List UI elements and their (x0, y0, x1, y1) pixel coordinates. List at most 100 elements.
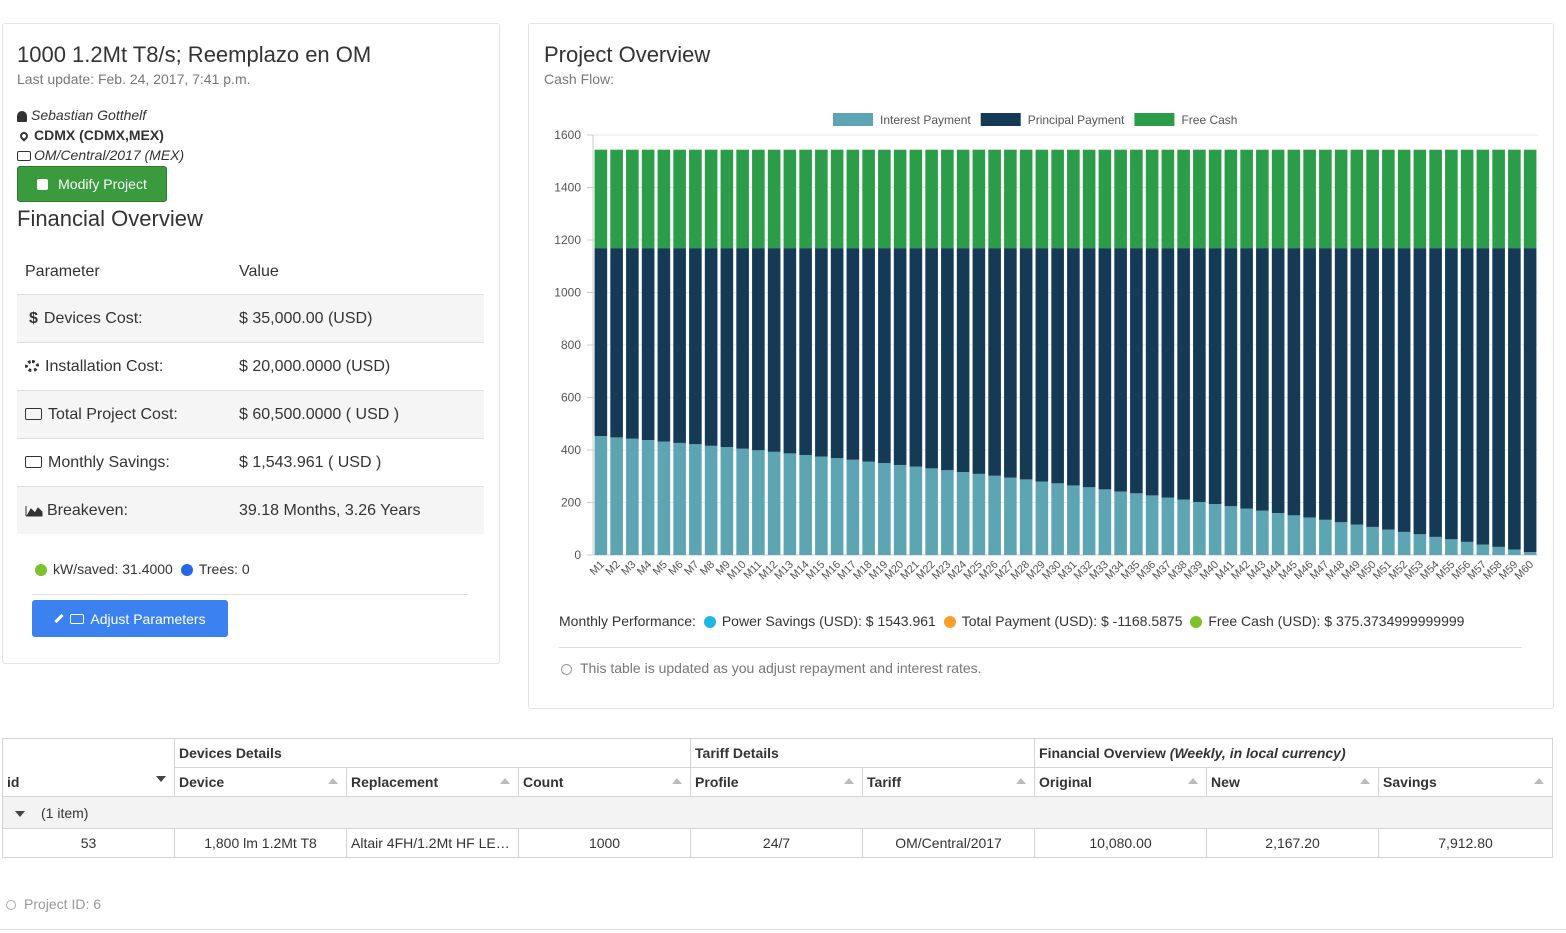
bar-segment (736, 448, 749, 555)
cash-flow-chart: 02004006008001000120014001600M1M2M3M4M5M… (554, 113, 1538, 582)
user: Sebastian Gotthelf (31, 107, 147, 123)
bar-segment (767, 248, 781, 452)
bar-segment (1256, 248, 1269, 511)
column-label: Savings (1383, 774, 1437, 790)
bar-segment (1019, 479, 1033, 555)
bar-segment (1366, 149, 1379, 249)
bar-segment (626, 149, 639, 249)
bar-segment (1145, 149, 1159, 249)
bar-segment (594, 248, 608, 437)
column-header[interactable]: Savings (1378, 767, 1553, 797)
column-header[interactable]: Original (1034, 767, 1208, 797)
overview-title: Project Overview (544, 42, 711, 67)
location: CDMX (CDMX,MEX) (34, 127, 164, 143)
bar-segment (1476, 248, 1490, 545)
column-header[interactable]: Profile (690, 767, 864, 797)
bar-segment (972, 248, 986, 474)
bar-segment (752, 248, 765, 451)
divider (32, 594, 468, 595)
column-label: Original (1039, 774, 1092, 790)
bar-segment (1130, 248, 1143, 494)
y-tick-label: 1200 (554, 233, 581, 247)
y-tick-label: 800 (561, 338, 581, 352)
bar-segment (1098, 489, 1112, 555)
bar-segment (1161, 149, 1175, 249)
bar-segment (1413, 248, 1427, 535)
group-row[interactable]: (1 item) (2, 796, 1553, 829)
bar-segment (1397, 531, 1411, 555)
bar-segment (846, 459, 860, 555)
bar-segment (1460, 248, 1474, 542)
legend-swatch (980, 113, 1021, 126)
y-tick-label: 1000 (554, 286, 581, 300)
bar-segment (1004, 477, 1017, 555)
bar-segment (1208, 149, 1222, 249)
cell: 53 (2, 828, 175, 858)
cell: 10,080.00 (1034, 828, 1208, 858)
bar-segment (673, 248, 686, 443)
bar-segment (1366, 526, 1379, 555)
items-grid: Devices Details Tariff Details Financial O… (2, 738, 1553, 858)
column-header[interactable]: id (2, 767, 175, 797)
bar-segment (893, 464, 907, 555)
y-tick-label: 400 (561, 443, 581, 457)
bar-segment (641, 440, 655, 555)
performance-item: Free Cash (USD): $ 375.3734999999999 (1208, 613, 1465, 629)
bar-segment (1508, 149, 1521, 249)
indicators: kW/saved: 31.4000 Trees: 0 (35, 561, 250, 577)
legend-label: Interest Payment (880, 113, 971, 127)
bar-segment (956, 472, 970, 555)
cell: 24/7 (690, 828, 864, 858)
param: Devices Cost: (43, 309, 143, 327)
footer: Project ID: 6 (6, 896, 101, 912)
bar-segment (1240, 508, 1253, 555)
bar-segment (878, 248, 891, 464)
legend-swatch (1134, 113, 1175, 126)
bar-segment (1492, 149, 1505, 249)
column-header[interactable]: Tariff (862, 767, 1036, 797)
cell: Altair 4FH/1.2Mt HF LED Tube (346, 828, 519, 858)
bar-segment (941, 248, 954, 471)
adjust-label: Adjust Parameters (90, 610, 206, 627)
bar-segment (673, 149, 686, 249)
performance-label: Monthly Performance: (559, 613, 696, 629)
bar-segment (1051, 483, 1064, 555)
column-header[interactable]: Device (174, 767, 347, 797)
bar-segment (1240, 248, 1253, 509)
kw-saved: kW/saved: 31.4000 (53, 561, 173, 577)
project-title: 1000 1.2Mt T8/s; Reemplazo en OM (17, 42, 372, 67)
bar-segment (1145, 248, 1159, 496)
bar-segment (799, 454, 812, 555)
location-line: CDMX (CDMX,MEX) (17, 127, 164, 143)
bar-segment (1208, 248, 1222, 505)
bar-segment (1193, 501, 1206, 555)
column-header[interactable]: Replacement (346, 767, 519, 797)
bar-segment (925, 248, 938, 469)
bar-segment (830, 458, 844, 555)
adjust-button[interactable]: Adjust Parameters (32, 600, 228, 637)
bar-segment (1523, 149, 1537, 249)
bar-segment (1508, 248, 1521, 550)
bar-segment (956, 248, 970, 473)
bar-segment (956, 149, 970, 249)
modify-button[interactable]: Modify Project (17, 166, 167, 202)
bar-segment (704, 445, 718, 555)
bar-segment (1303, 149, 1316, 249)
value: 39.18 Months, 3.26 Years (231, 486, 484, 534)
column-header[interactable]: Count (517, 767, 692, 797)
bar-segment (1114, 248, 1127, 492)
bar-segment (1523, 248, 1537, 553)
bar-segment (1177, 499, 1190, 555)
column-header[interactable]: New (1206, 767, 1380, 797)
bar-segment (594, 436, 608, 555)
bar-segment (767, 149, 781, 249)
bar-segment (1177, 248, 1190, 500)
value: $ 1,543.961 ( USD ) (231, 438, 484, 487)
bar-segment (1413, 534, 1427, 555)
bar-segment (1035, 149, 1049, 249)
header-cell: Parameter (17, 250, 231, 295)
bar-segment (1130, 493, 1143, 555)
bar-segment (1256, 149, 1269, 249)
column-label: Device (179, 774, 225, 790)
